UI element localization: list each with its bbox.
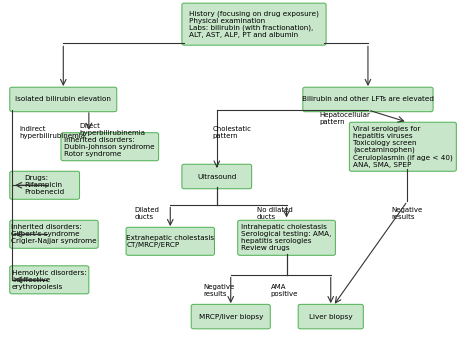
Text: Indirect
hyperbilirubinemia: Indirect hyperbilirubinemia — [19, 126, 85, 139]
FancyBboxPatch shape — [182, 164, 252, 189]
Text: Bilirubin and other LFTs are elevated: Bilirubin and other LFTs are elevated — [302, 96, 434, 102]
FancyBboxPatch shape — [10, 220, 98, 248]
Text: Viral serologies for
hepatitis viruses
Toxicology screen
(acetaminophen)
Cerulop: Viral serologies for hepatitis viruses T… — [353, 126, 453, 168]
Text: Direct
hyperbilirubinemia: Direct hyperbilirubinemia — [80, 123, 146, 136]
FancyBboxPatch shape — [10, 87, 117, 112]
FancyBboxPatch shape — [10, 266, 89, 294]
Text: Ultrasound: Ultrasound — [197, 174, 237, 179]
Text: AMA
positive: AMA positive — [271, 284, 298, 297]
Text: Dilated
ducts: Dilated ducts — [135, 207, 159, 220]
FancyBboxPatch shape — [61, 133, 159, 161]
Text: No dilated
ducts: No dilated ducts — [257, 207, 293, 220]
Text: Extrahepatic cholestasis
CT/MRCP/ERCP: Extrahepatic cholestasis CT/MRCP/ERCP — [126, 235, 214, 248]
Text: Negative
results: Negative results — [203, 284, 235, 297]
Text: Negative
results: Negative results — [392, 207, 423, 220]
Text: Isolated bilirubin elevation: Isolated bilirubin elevation — [15, 96, 111, 102]
Text: Cholestatic
pattern: Cholestatic pattern — [212, 126, 251, 139]
Text: Liver biopsy: Liver biopsy — [309, 313, 353, 319]
FancyBboxPatch shape — [298, 304, 363, 329]
Text: Hemolytic disorders:
Ineffective
erythropoiesis: Hemolytic disorders: Ineffective erythro… — [12, 270, 87, 290]
Text: Hepatocellular
pattern: Hepatocellular pattern — [319, 112, 370, 125]
FancyBboxPatch shape — [303, 87, 433, 112]
Text: History (focusing on drug exposure)
Physical examination
Labs: bilirubin (with f: History (focusing on drug exposure) Phys… — [189, 10, 319, 38]
FancyBboxPatch shape — [191, 304, 270, 329]
FancyBboxPatch shape — [238, 220, 336, 255]
FancyBboxPatch shape — [10, 171, 80, 199]
FancyBboxPatch shape — [182, 3, 326, 45]
Text: Inherited disorders:
Dubin-Johnson syndrome
Rotor syndrome: Inherited disorders: Dubin-Johnson syndr… — [64, 137, 155, 157]
FancyBboxPatch shape — [126, 227, 214, 255]
Text: Inherited disorders:
Gilbert's syndrome
Crigler-Najjar syndrome: Inherited disorders: Gilbert's syndrome … — [11, 224, 97, 244]
Text: Intrahepatic cholestasis
Serological testing: AMA,
hepatitis serologies
Review d: Intrahepatic cholestasis Serological tes… — [241, 224, 332, 251]
FancyBboxPatch shape — [349, 122, 456, 171]
Text: Drugs:
Rifampicin
Probenecid: Drugs: Rifampicin Probenecid — [25, 175, 65, 195]
Text: MRCP/liver biopsy: MRCP/liver biopsy — [199, 313, 263, 319]
